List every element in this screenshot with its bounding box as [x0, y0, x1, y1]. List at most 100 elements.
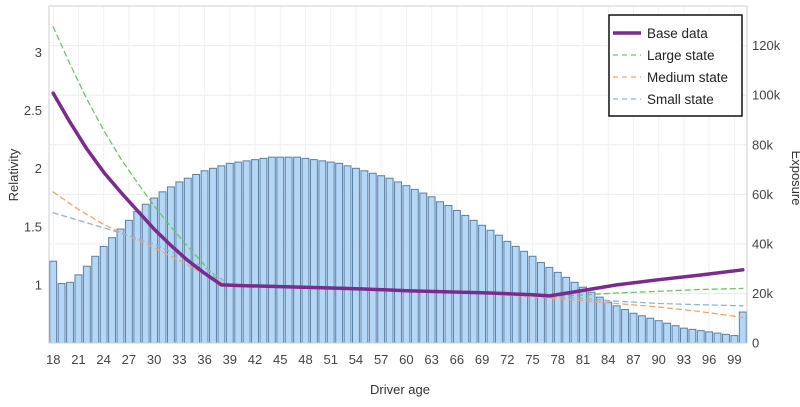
exposure-bar-53	[343, 165, 352, 344]
exposure-bar-91	[663, 322, 672, 344]
exposure-bar-90	[654, 320, 663, 344]
exposure-bar-41	[242, 160, 251, 344]
x-tick-label: 96	[702, 352, 716, 367]
left-axis-ticks: 1 1.5 2 2.5 3	[24, 45, 42, 292]
left-tick-label: 2	[35, 161, 42, 176]
x-tick-label: 60	[399, 352, 413, 367]
right-tick-label: 40k	[752, 236, 773, 251]
exposure-bar-94	[688, 328, 697, 344]
x-tick-label: 48	[298, 352, 312, 367]
exposure-bar-93	[679, 327, 688, 344]
exposure-bar-42	[251, 159, 259, 344]
exposure-bar-61	[410, 188, 419, 344]
x-tick-label: 36	[197, 352, 211, 367]
x-tick-label: 30	[147, 352, 161, 367]
exposure-bar-68	[469, 219, 478, 344]
exposure-bar-43	[259, 157, 268, 344]
exposure-bar-75	[528, 255, 537, 344]
exposure-bar-38	[217, 165, 226, 344]
exposure-bar-31	[158, 191, 167, 344]
exposure-bar-70	[486, 229, 495, 344]
right-tick-label: 100k	[752, 88, 781, 103]
exposure-bar-37	[209, 167, 217, 344]
x-tick-label: 93	[677, 352, 691, 367]
exposure-bar-25	[108, 237, 117, 344]
x-tick-label: 90	[651, 352, 665, 367]
exposure-bar-85	[612, 305, 621, 344]
x-tick-label: 87	[626, 352, 640, 367]
x-tick-label: 45	[273, 352, 287, 367]
exposure-bar-23	[91, 255, 100, 344]
x-tick-label: 42	[248, 352, 262, 367]
x-tick-label: 18	[46, 352, 60, 367]
exposure-bar-65	[444, 204, 453, 344]
exposure-bar-69	[478, 224, 487, 344]
exposure-bar-88	[637, 315, 646, 344]
exposure-bar-60	[402, 185, 411, 344]
exposure-bar-47	[293, 156, 302, 344]
exposure-bar-99	[730, 335, 739, 344]
x-tick-label: 81	[576, 352, 590, 367]
exposure-bar-87	[629, 312, 638, 344]
exposure-bar-28	[133, 211, 142, 344]
exposure-bar-32	[166, 186, 175, 344]
x-tick-label: 99	[727, 352, 741, 367]
x-tick-label: 69	[475, 352, 489, 367]
left-tick-label: 1	[35, 277, 42, 292]
x-tick-label: 33	[172, 352, 186, 367]
left-tick-label: 1.5	[24, 219, 42, 234]
exposure-bar-56	[368, 172, 377, 344]
x-tick-label: 63	[424, 352, 438, 367]
x-tick-label: 57	[374, 352, 388, 367]
exposure-bar-49	[309, 159, 318, 344]
exposure-bar-21	[74, 274, 83, 344]
exposure-bar-95	[696, 330, 705, 344]
x-axis-ticks: 18 21 24 27 30 33 36 39 42 45 48 51 54 57 60 63 66 69 72 75…	[46, 352, 742, 367]
legend-label-large-state: Large state	[647, 48, 715, 63]
exposure-bar-58	[385, 177, 394, 344]
x-tick-label: 84	[601, 352, 615, 367]
exposure-bar-89	[646, 317, 655, 344]
exposure-bar-59	[394, 181, 402, 344]
exposure-bar-20	[66, 281, 74, 344]
x-axis-title: Driver age	[370, 382, 430, 397]
exposure-bar-30	[150, 197, 159, 344]
legend-label-medium-state: Medium state	[647, 70, 728, 85]
exposure-bar-44	[267, 156, 276, 344]
x-tick-label: 66	[450, 352, 464, 367]
exposure-bar-50	[318, 160, 327, 344]
legend: Base data Large state Medium state Small…	[608, 14, 743, 117]
exposure-bar-83	[595, 296, 604, 344]
exposure-bar-79	[562, 276, 571, 344]
exposure-bar-84	[604, 301, 613, 344]
exposure-bar-92	[671, 325, 680, 344]
exposure-bar-55	[360, 170, 369, 344]
right-tick-label: 0	[752, 336, 759, 351]
exposure-bar-40	[234, 161, 243, 344]
right-tick-label: 120k	[752, 38, 781, 53]
exposure-bar-74	[520, 250, 529, 344]
right-tick-label: 80k	[752, 137, 773, 152]
legend-label-small-state: Small state	[647, 92, 714, 107]
x-tick-label: 39	[223, 352, 237, 367]
exposure-bar-26	[116, 228, 125, 344]
exposure-bar-77	[545, 266, 554, 344]
relativity-lines	[51, 26, 745, 319]
x-tick-label: 27	[122, 352, 136, 367]
exposure-bar-76	[537, 261, 545, 344]
exposure-bar-51	[326, 161, 335, 344]
x-tick-label: 21	[71, 352, 85, 367]
x-tick-label: 72	[500, 352, 514, 367]
exposure-bar-18	[49, 260, 58, 344]
exposure-bar-98	[722, 333, 730, 344]
exposure-bar-52	[335, 162, 344, 344]
right-tick-label: 60k	[752, 187, 773, 202]
exposure-bar-82	[587, 291, 596, 344]
x-tick-label: 51	[323, 352, 337, 367]
left-tick-label: 3	[35, 45, 42, 60]
exposure-bar-27	[124, 219, 133, 344]
exposure-bar-24	[99, 245, 108, 344]
left-tick-label: 2.5	[24, 103, 42, 118]
